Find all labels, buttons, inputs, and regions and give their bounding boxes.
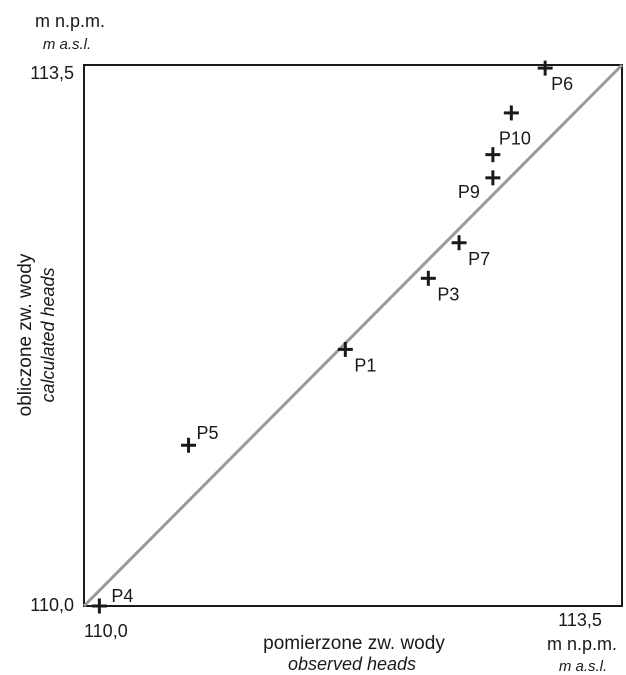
y-tick-max: 113,5 <box>30 63 74 83</box>
y-tick-min: 110,0 <box>30 595 74 615</box>
data-point-p5 <box>181 437 197 453</box>
x-axis-label-en: observed heads <box>288 654 416 674</box>
y-axis-label-en: calculated heads <box>38 267 58 402</box>
point-label-p9: P9 <box>458 182 480 202</box>
plot-frame <box>83 64 623 607</box>
data-point-p6 <box>537 60 553 76</box>
point-label-p4: P4 <box>111 586 133 606</box>
data-point-p9 <box>485 170 501 186</box>
y-unit-label: m n.p.m. <box>35 11 105 31</box>
x-axis-label: pomierzone zw. wody <box>263 633 445 654</box>
x-tick-max: 113,5 <box>558 610 602 630</box>
x-tick-min: 110,0 <box>84 621 128 641</box>
point-label-p3: P3 <box>437 284 459 304</box>
reference-line <box>82 63 624 608</box>
point-label-p6: P6 <box>551 74 573 94</box>
data-point-p3 <box>420 270 436 286</box>
point-label-p1: P1 <box>354 355 376 375</box>
data-point-8 <box>503 105 519 121</box>
data-point-p1 <box>337 341 353 357</box>
x-unit-label-en: m a.s.l. <box>559 658 607 675</box>
point-label-p7: P7 <box>468 249 490 269</box>
x-unit-label: m n.p.m. <box>547 634 617 654</box>
data-point-p7 <box>451 235 467 251</box>
point-label-p5: P5 <box>197 423 219 443</box>
data-point-p10 <box>485 147 501 163</box>
data-point-p4 <box>91 598 107 614</box>
points-layer: P1 P3 P4 P5 P6 P7 P9 P10 <box>91 60 573 614</box>
y-axis-label: obliczone zw. wody <box>15 253 36 416</box>
y-unit-label-en: m a.s.l. <box>43 36 91 53</box>
point-label-p10: P10 <box>499 129 531 149</box>
